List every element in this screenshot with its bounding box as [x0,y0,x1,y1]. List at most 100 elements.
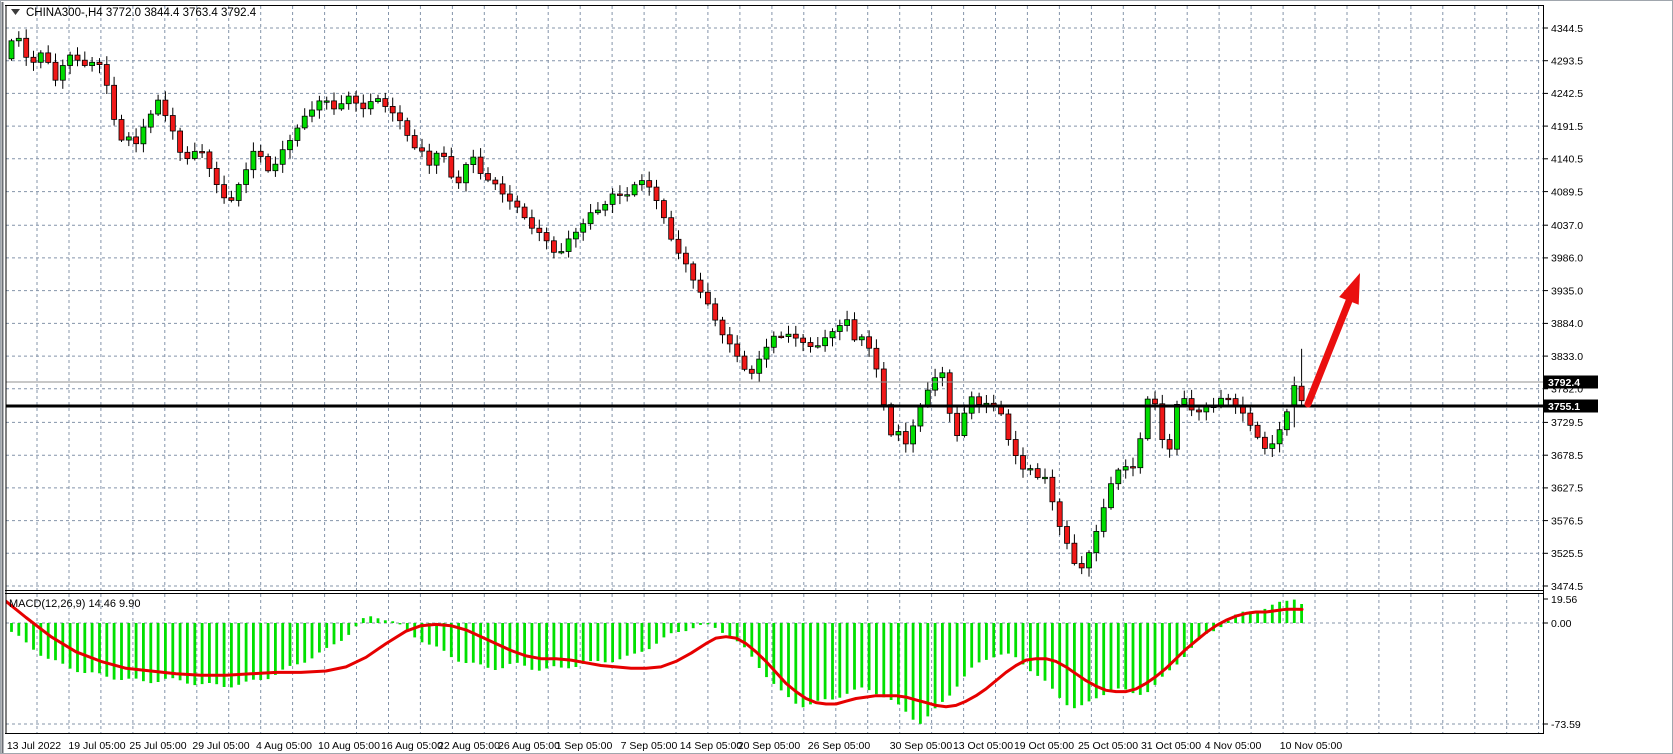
candle-body [1086,552,1092,569]
bid-price-tag [1544,375,1598,389]
macd-histogram-bar [1234,614,1237,623]
macd-histogram-bar [735,623,739,642]
price-tick-label: 4191.5 [1551,121,1583,133]
macd-histogram-bar [772,623,776,684]
price-tags: 3792.4 3755.1 [1544,375,1598,413]
candlestick-series[interactable] [8,29,1305,577]
price-tick-label: 3884.0 [1551,318,1583,330]
candle-body [1027,468,1034,471]
time-tick-label: 14 Sep 05:00 [680,740,743,752]
candle-body [1049,476,1056,503]
macd-histogram-bar [787,623,790,698]
macd-histogram-bar [193,623,197,686]
candle-body [243,169,250,185]
macd-histogram-bar [83,623,87,673]
macd-histogram-bar [926,623,930,717]
price-tick-label: 4344.5 [1551,23,1583,35]
candle-body [37,52,44,63]
macd-histogram-bar [1029,623,1032,672]
macd-histogram-bar [486,623,490,668]
macd-histogram-bar [156,623,160,682]
chart-ohlc-title: CHINA300-,H4 3772.0 3844.4 3763.4 3792.4 [26,7,257,19]
macd-histogram-bar [655,623,658,644]
candle-body [169,115,176,132]
candle-body [250,150,257,171]
macd-histogram-bar [1190,623,1193,648]
support-price-tag-label: 3755.1 [1548,401,1580,413]
candle-body [939,372,946,379]
price-axis[interactable]: 4344.5 4293.5 4242.5 4191.5 4140.5 4089.5 4037… [1543,23,1583,731]
macd-histogram-bar [552,623,556,667]
macd-tick-label: -73.59 [1551,719,1581,731]
candle-body [734,343,741,357]
trend-arrow-head[interactable] [1339,273,1360,305]
macd-histogram-series [10,599,1303,724]
candle-body [389,106,396,114]
candle-body [844,319,850,326]
candle-body [763,346,770,360]
candle-body [851,319,858,341]
one-click-trading-icon[interactable] [11,9,20,15]
time-tick-label: 10 Nov 05:00 [1280,740,1343,752]
macd-histogram-bar [405,623,409,631]
macd-histogram-bar [274,623,277,675]
macd-histogram-bar [266,623,270,680]
trend-arrow-shaft[interactable] [1304,297,1353,408]
time-tick-label: 20 Sep 05:00 [738,740,801,752]
price-tick-label: 4242.5 [1551,88,1583,100]
macd-histogram-bar [222,623,226,687]
price-tick-label: 4089.5 [1551,186,1583,198]
time-tick-label: 29 Jul 05:00 [192,740,249,752]
candle-body [1020,455,1026,470]
candle-body [646,180,653,188]
trend-arrow[interactable] [1304,273,1360,408]
candle-body [756,358,763,374]
macd-histogram-bar [1160,623,1164,677]
candle-body [580,223,587,233]
macd-histogram-bar [838,623,842,698]
macd-histogram-bar [1080,623,1084,706]
macd-histogram-bar [919,623,922,724]
time-tick-label: 19 Oct 05:00 [1014,740,1074,752]
macd-histogram-bar [823,623,827,700]
candle-body [1012,439,1019,457]
macd-histogram-bar [310,623,314,659]
candle-body [778,335,785,339]
macd-histogram-bar [178,623,182,681]
macd-histogram-bar [281,623,285,670]
candle-body [111,84,117,120]
price-tick-label: 3678.5 [1551,450,1583,462]
candle-body [455,176,462,184]
time-tick-label: 25 Oct 05:00 [1078,740,1138,752]
macd-histogram-bar [677,623,680,632]
candle-body [631,184,638,196]
pane-frame [1,2,1544,753]
macd-histogram-bar [1197,623,1201,640]
candle-body [1130,466,1136,469]
candle-body [858,336,865,341]
price-tick-label: 3729.5 [1551,417,1583,429]
macd-histogram-bar [1241,611,1245,623]
candle-body [653,186,660,202]
macd-histogram-bar [252,623,255,680]
macd-histogram-bar [1087,623,1091,702]
time-axis[interactable]: 13 Jul 2022 19 Jul 05:00 25 Jul 05:00 29 Ju… [7,740,1343,752]
macd-histogram-bar [713,623,717,628]
price-level-lines[interactable] [6,381,1543,408]
candle-body [910,425,916,445]
candle-body [1225,397,1232,401]
candle-body [1232,398,1239,406]
candle-body [1284,411,1290,431]
candle-body [983,402,990,406]
macd-histogram-bar [391,621,395,623]
candle-body [785,333,792,338]
macd-histogram-bar [1065,623,1069,706]
macd-histogram-bar [794,623,798,704]
macd-histogram-bar [288,623,292,666]
candle-body [558,251,565,254]
time-tick-label: 13 Oct 05:00 [953,740,1013,752]
macd-histogram-bar [1094,623,1098,699]
time-tick-label: 25 Jul 05:00 [129,740,186,752]
candle-body [800,337,806,343]
